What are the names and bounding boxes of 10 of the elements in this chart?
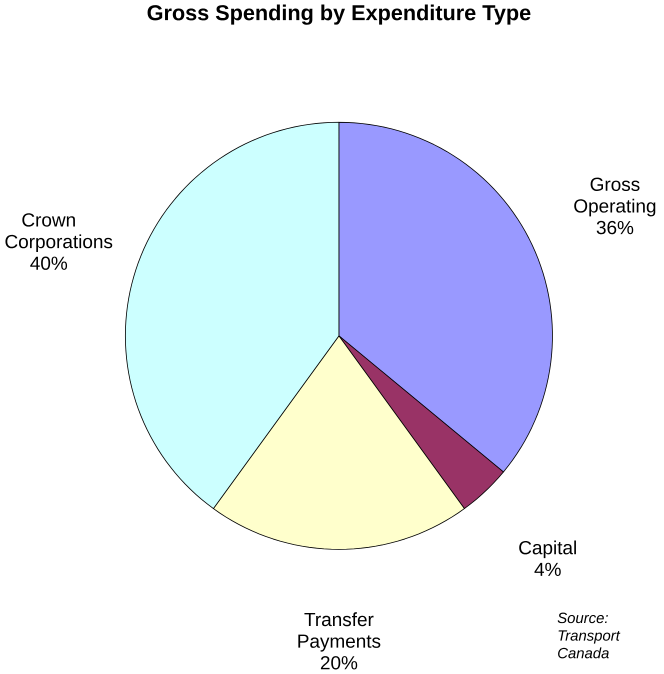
- data-label: 20%: [321, 656, 358, 670]
- chart-title: Gross Spending by Expenditure Type: [148, 4, 531, 25]
- data-label: 36%: [596, 220, 634, 234]
- text: Source: Transport Canada: [558, 612, 620, 658]
- data-label: 4%: [534, 562, 561, 576]
- slice-label: Crown Corporations: [6, 213, 112, 252]
- slice-label: Capital: [519, 540, 576, 558]
- data-label: 40%: [30, 256, 68, 270]
- slice-label: Gross Operating: [574, 178, 656, 216]
- slice-label: Transfer Payments: [298, 612, 380, 652]
